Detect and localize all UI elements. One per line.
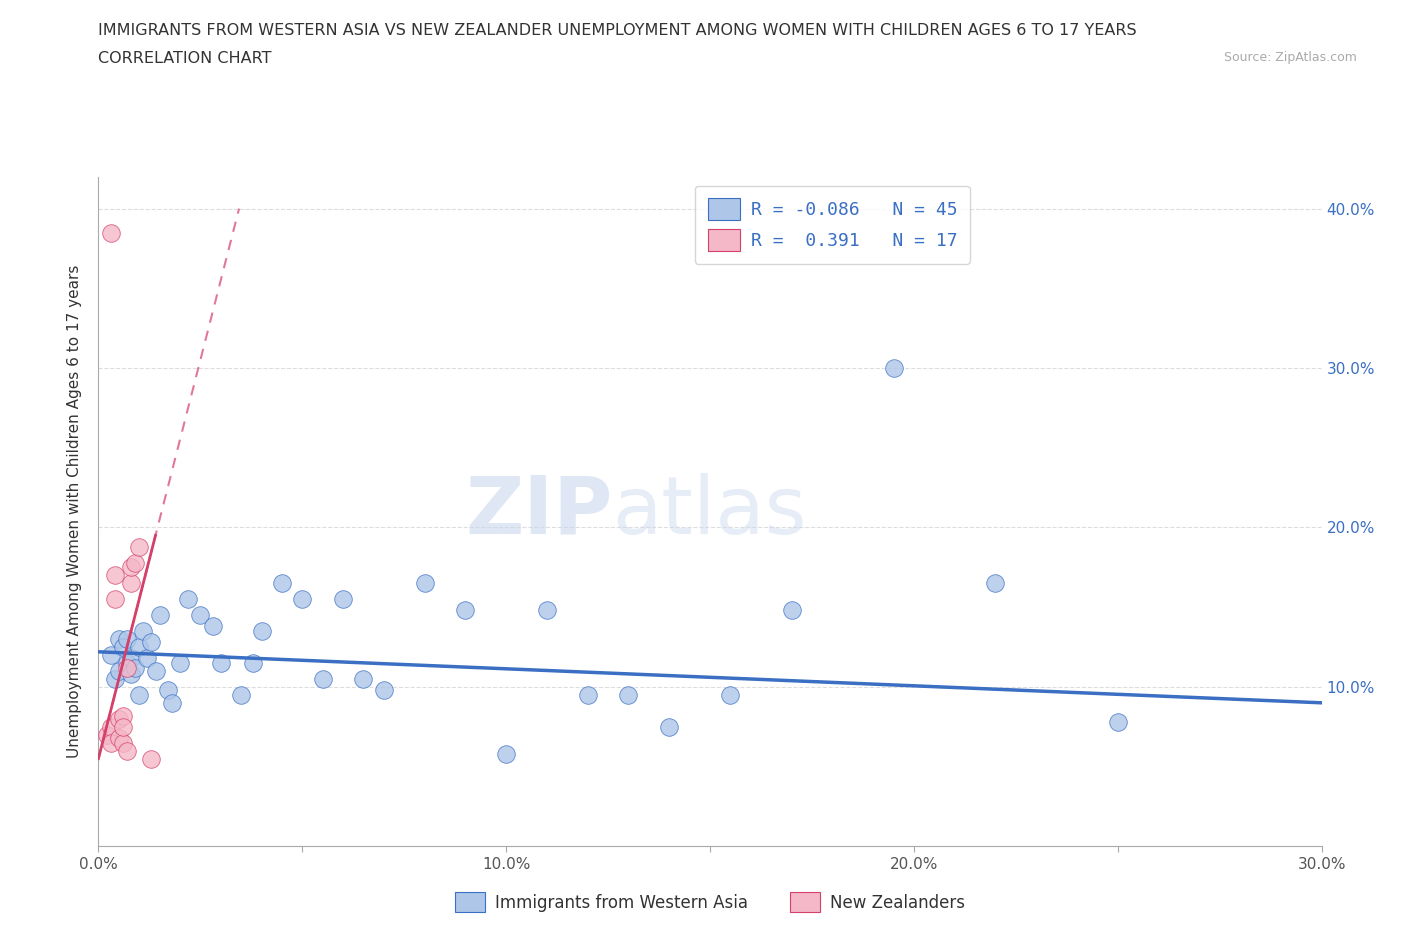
Point (141, 635, 163, 650)
Point (120, 560, 142, 575)
Point (100, 736, 122, 751)
Point (96, 727, 118, 742)
Point (270, 576, 294, 591)
Point (111, 719, 134, 734)
Text: IMMIGRANTS FROM WESTERN ASIA VS NEW ZEALANDER UNEMPLOYMENT AMONG WOMEN WITH CHIL: IMMIGRANTS FROM WESTERN ASIA VS NEW ZEAL… (98, 23, 1137, 38)
Point (883, 361, 905, 376)
Point (160, 696, 183, 711)
Point (100, 225, 122, 240)
Point (312, 671, 335, 686)
Text: CORRELATION CHART: CORRELATION CHART (98, 51, 271, 66)
Point (177, 591, 200, 606)
Point (209, 656, 232, 671)
Point (108, 730, 131, 745)
Point (115, 656, 138, 671)
Point (617, 687, 640, 702)
Point (720, 687, 742, 702)
Point (188, 607, 212, 622)
Point (136, 651, 159, 666)
Point (115, 743, 138, 758)
Y-axis label: Unemployment Among Women with Children Ages 6 to 17 years: Unemployment Among Women with Children A… (67, 265, 83, 758)
Point (108, 711, 131, 726)
Point (145, 663, 167, 678)
Point (291, 591, 314, 606)
Point (120, 651, 142, 666)
Point (780, 603, 803, 618)
Point (104, 671, 127, 686)
Text: ZIP: ZIP (465, 472, 612, 551)
Point (115, 631, 138, 646)
Point (128, 687, 150, 702)
Point (111, 640, 134, 655)
Point (108, 631, 131, 646)
Point (141, 751, 163, 766)
Point (124, 660, 146, 675)
Point (111, 736, 134, 751)
Point (132, 624, 155, 639)
Point (495, 747, 517, 762)
Point (413, 576, 436, 591)
Point (111, 708, 134, 723)
Point (128, 640, 150, 655)
Point (149, 607, 172, 622)
Point (104, 568, 127, 583)
Point (658, 719, 681, 734)
Point (984, 576, 1007, 591)
Text: Source: ZipAtlas.com: Source: ZipAtlas.com (1223, 51, 1357, 64)
Point (201, 618, 224, 633)
Point (156, 683, 179, 698)
Point (100, 719, 122, 734)
Point (1107, 714, 1129, 729)
Point (576, 687, 599, 702)
Point (242, 656, 264, 671)
Point (100, 647, 122, 662)
Point (120, 667, 142, 682)
Point (352, 671, 374, 686)
Point (373, 683, 395, 698)
Legend: Immigrants from Western Asia, New Zealanders: Immigrants from Western Asia, New Zealan… (449, 885, 972, 918)
Point (120, 576, 142, 591)
Point (536, 603, 558, 618)
Point (454, 603, 477, 618)
Point (104, 591, 127, 606)
Point (332, 591, 354, 606)
Text: atlas: atlas (612, 472, 807, 551)
Point (128, 539, 150, 554)
Point (250, 624, 273, 639)
Point (108, 663, 131, 678)
Point (231, 687, 253, 702)
Point (115, 660, 138, 675)
Point (124, 555, 146, 570)
Point (169, 656, 191, 671)
